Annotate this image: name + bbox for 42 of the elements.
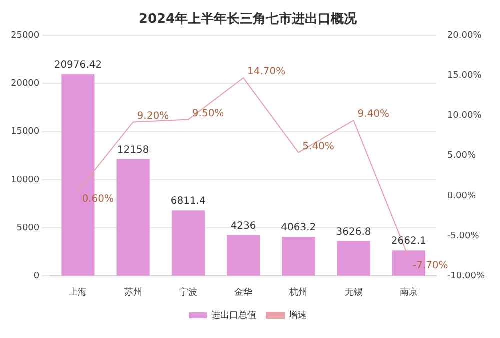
data-label: 2662.1 (391, 236, 426, 248)
y2-tick-label: 0.00% (447, 191, 476, 202)
data-label: 4063.2 (281, 222, 316, 234)
x-tick-label: 杭州 (288, 286, 308, 298)
y2-tick-label: -10.00% (447, 272, 486, 282)
data-label: 0.60% (82, 194, 114, 205)
legend-label: 进出口总值 (212, 310, 256, 321)
data-label: 12158 (117, 144, 150, 156)
x-tick-label: 上海 (69, 286, 88, 298)
x-tick-label: 金华 (234, 286, 253, 298)
y2-tick-label: 15.00% (447, 71, 482, 82)
bar (227, 235, 260, 276)
bar (116, 159, 150, 276)
data-label: 9.50% (192, 108, 224, 120)
data-label: -7.70% (412, 260, 448, 272)
data-label: 9.40% (358, 109, 390, 120)
y2-tick-label: 20.00% (447, 30, 482, 41)
bar (282, 237, 316, 276)
y-tick-label: 25000 (10, 30, 40, 41)
x-tick-label: 无锡 (344, 286, 363, 298)
y2-tick-label: 5.00% (447, 151, 476, 162)
y2-tick-label: -5.00% (447, 231, 480, 242)
bar (172, 210, 205, 276)
y2-tick-label: 10.00% (447, 111, 482, 122)
x-tick-label: 苏州 (124, 286, 142, 298)
data-label: 20976.42 (54, 60, 102, 71)
data-label: 9.20% (137, 110, 170, 122)
data-label: 3626.8 (336, 226, 372, 238)
y-tick-label: 10000 (10, 175, 40, 186)
y-tick-label: 15000 (10, 127, 40, 138)
data-label: 4236 (230, 221, 256, 232)
bar (337, 241, 370, 276)
data-label: 14.70% (248, 66, 286, 78)
y-tick-label: 0 (34, 272, 40, 282)
legend-label: 增速 (288, 310, 307, 321)
x-tick-label: 宁波 (179, 286, 198, 298)
chart-title: 2024年上半年长三角七市进出口概况 (138, 11, 358, 28)
x-tick-label: 南京 (400, 286, 418, 298)
y-tick-label: 5000 (16, 223, 40, 234)
y-tick-label: 20000 (10, 79, 40, 90)
data-label: 6811.4 (170, 196, 206, 208)
data-label: 5.40% (302, 141, 334, 152)
